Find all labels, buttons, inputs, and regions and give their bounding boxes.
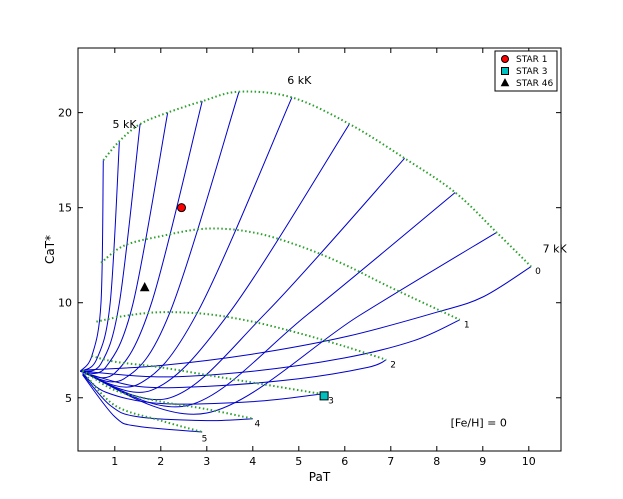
- envelope-curve-4: [82, 369, 254, 420]
- teff-curve-8: [80, 157, 405, 400]
- logg-curve-label: 1: [464, 320, 470, 330]
- legend-entry-label: STAR 46: [516, 79, 554, 89]
- x-tick-label: 9: [479, 455, 486, 468]
- x-tick-label: 2: [157, 455, 164, 468]
- teff-curve-2: [80, 123, 141, 372]
- logg-curve-label: 2: [390, 360, 396, 370]
- star-marker: [139, 282, 150, 292]
- plot-area: 0 1 2 3 4 5 5 kK 6 kK 7 kK [Fe/H] = 0: [79, 74, 568, 444]
- x-tick-label: 6: [341, 455, 348, 468]
- x-tick-label: 7: [387, 455, 394, 468]
- logg-curve-3: [82, 372, 322, 405]
- annotation: 5 kK: [113, 118, 138, 131]
- envelope-curve-0: [102, 90, 532, 268]
- y-tick-label: 20: [58, 107, 72, 120]
- teff-curve-7: [80, 123, 350, 393]
- star-marker: [319, 391, 329, 401]
- teff-curve-6: [80, 97, 293, 388]
- logg-curve-0: [82, 266, 532, 371]
- envelope-curve-2: [96, 311, 387, 361]
- logg-curve-2: [82, 359, 387, 389]
- teff-curve-1: [80, 141, 120, 372]
- annotation: [Fe/H] = 0: [451, 416, 507, 429]
- star-marker: [177, 203, 186, 213]
- legend-marker: [500, 78, 510, 87]
- plot-frame: [77, 47, 562, 452]
- x-axis-title: PaT: [309, 470, 331, 484]
- y-tick-label: 15: [58, 202, 72, 215]
- y-tick-label: 10: [58, 297, 72, 310]
- teff-curve-4: [80, 101, 203, 379]
- logg-curve-label: 5: [202, 434, 208, 444]
- logg-curve-5: [82, 374, 203, 433]
- x-tick-label: 10: [522, 455, 536, 468]
- x-tick-label: 5: [295, 455, 302, 468]
- y-tick-label: 5: [65, 392, 72, 405]
- x-tick-label: 1: [111, 455, 118, 468]
- legend-entry-label: STAR 3: [516, 67, 548, 77]
- logg-curve-4: [82, 373, 253, 422]
- teff-curve-5: [80, 91, 240, 383]
- logg-curve-1: [82, 319, 461, 378]
- legend-marker: [501, 55, 509, 63]
- x-tick-label: 3: [203, 455, 210, 468]
- logg-curve-label: 3: [328, 396, 334, 406]
- envelope-curve-5: [81, 370, 203, 433]
- logg-curve-label: 0: [535, 267, 541, 277]
- legend-entry-label: STAR 1: [516, 55, 548, 65]
- teff-curve-3: [80, 112, 169, 374]
- teff-curve-0: [79, 160, 104, 372]
- logg-curve-label: 4: [255, 419, 261, 429]
- x-tick-label: 8: [433, 455, 440, 468]
- annotation: 7 kK: [543, 242, 568, 255]
- legend-marker: [501, 67, 509, 75]
- y-axis-title: CaT*: [43, 235, 57, 264]
- envelope-curve-3: [91, 355, 322, 395]
- x-tick-label: 4: [249, 455, 256, 468]
- legend: STAR 1 STAR 3 STAR 46: [494, 50, 558, 92]
- annotation: 6 kK: [287, 74, 312, 87]
